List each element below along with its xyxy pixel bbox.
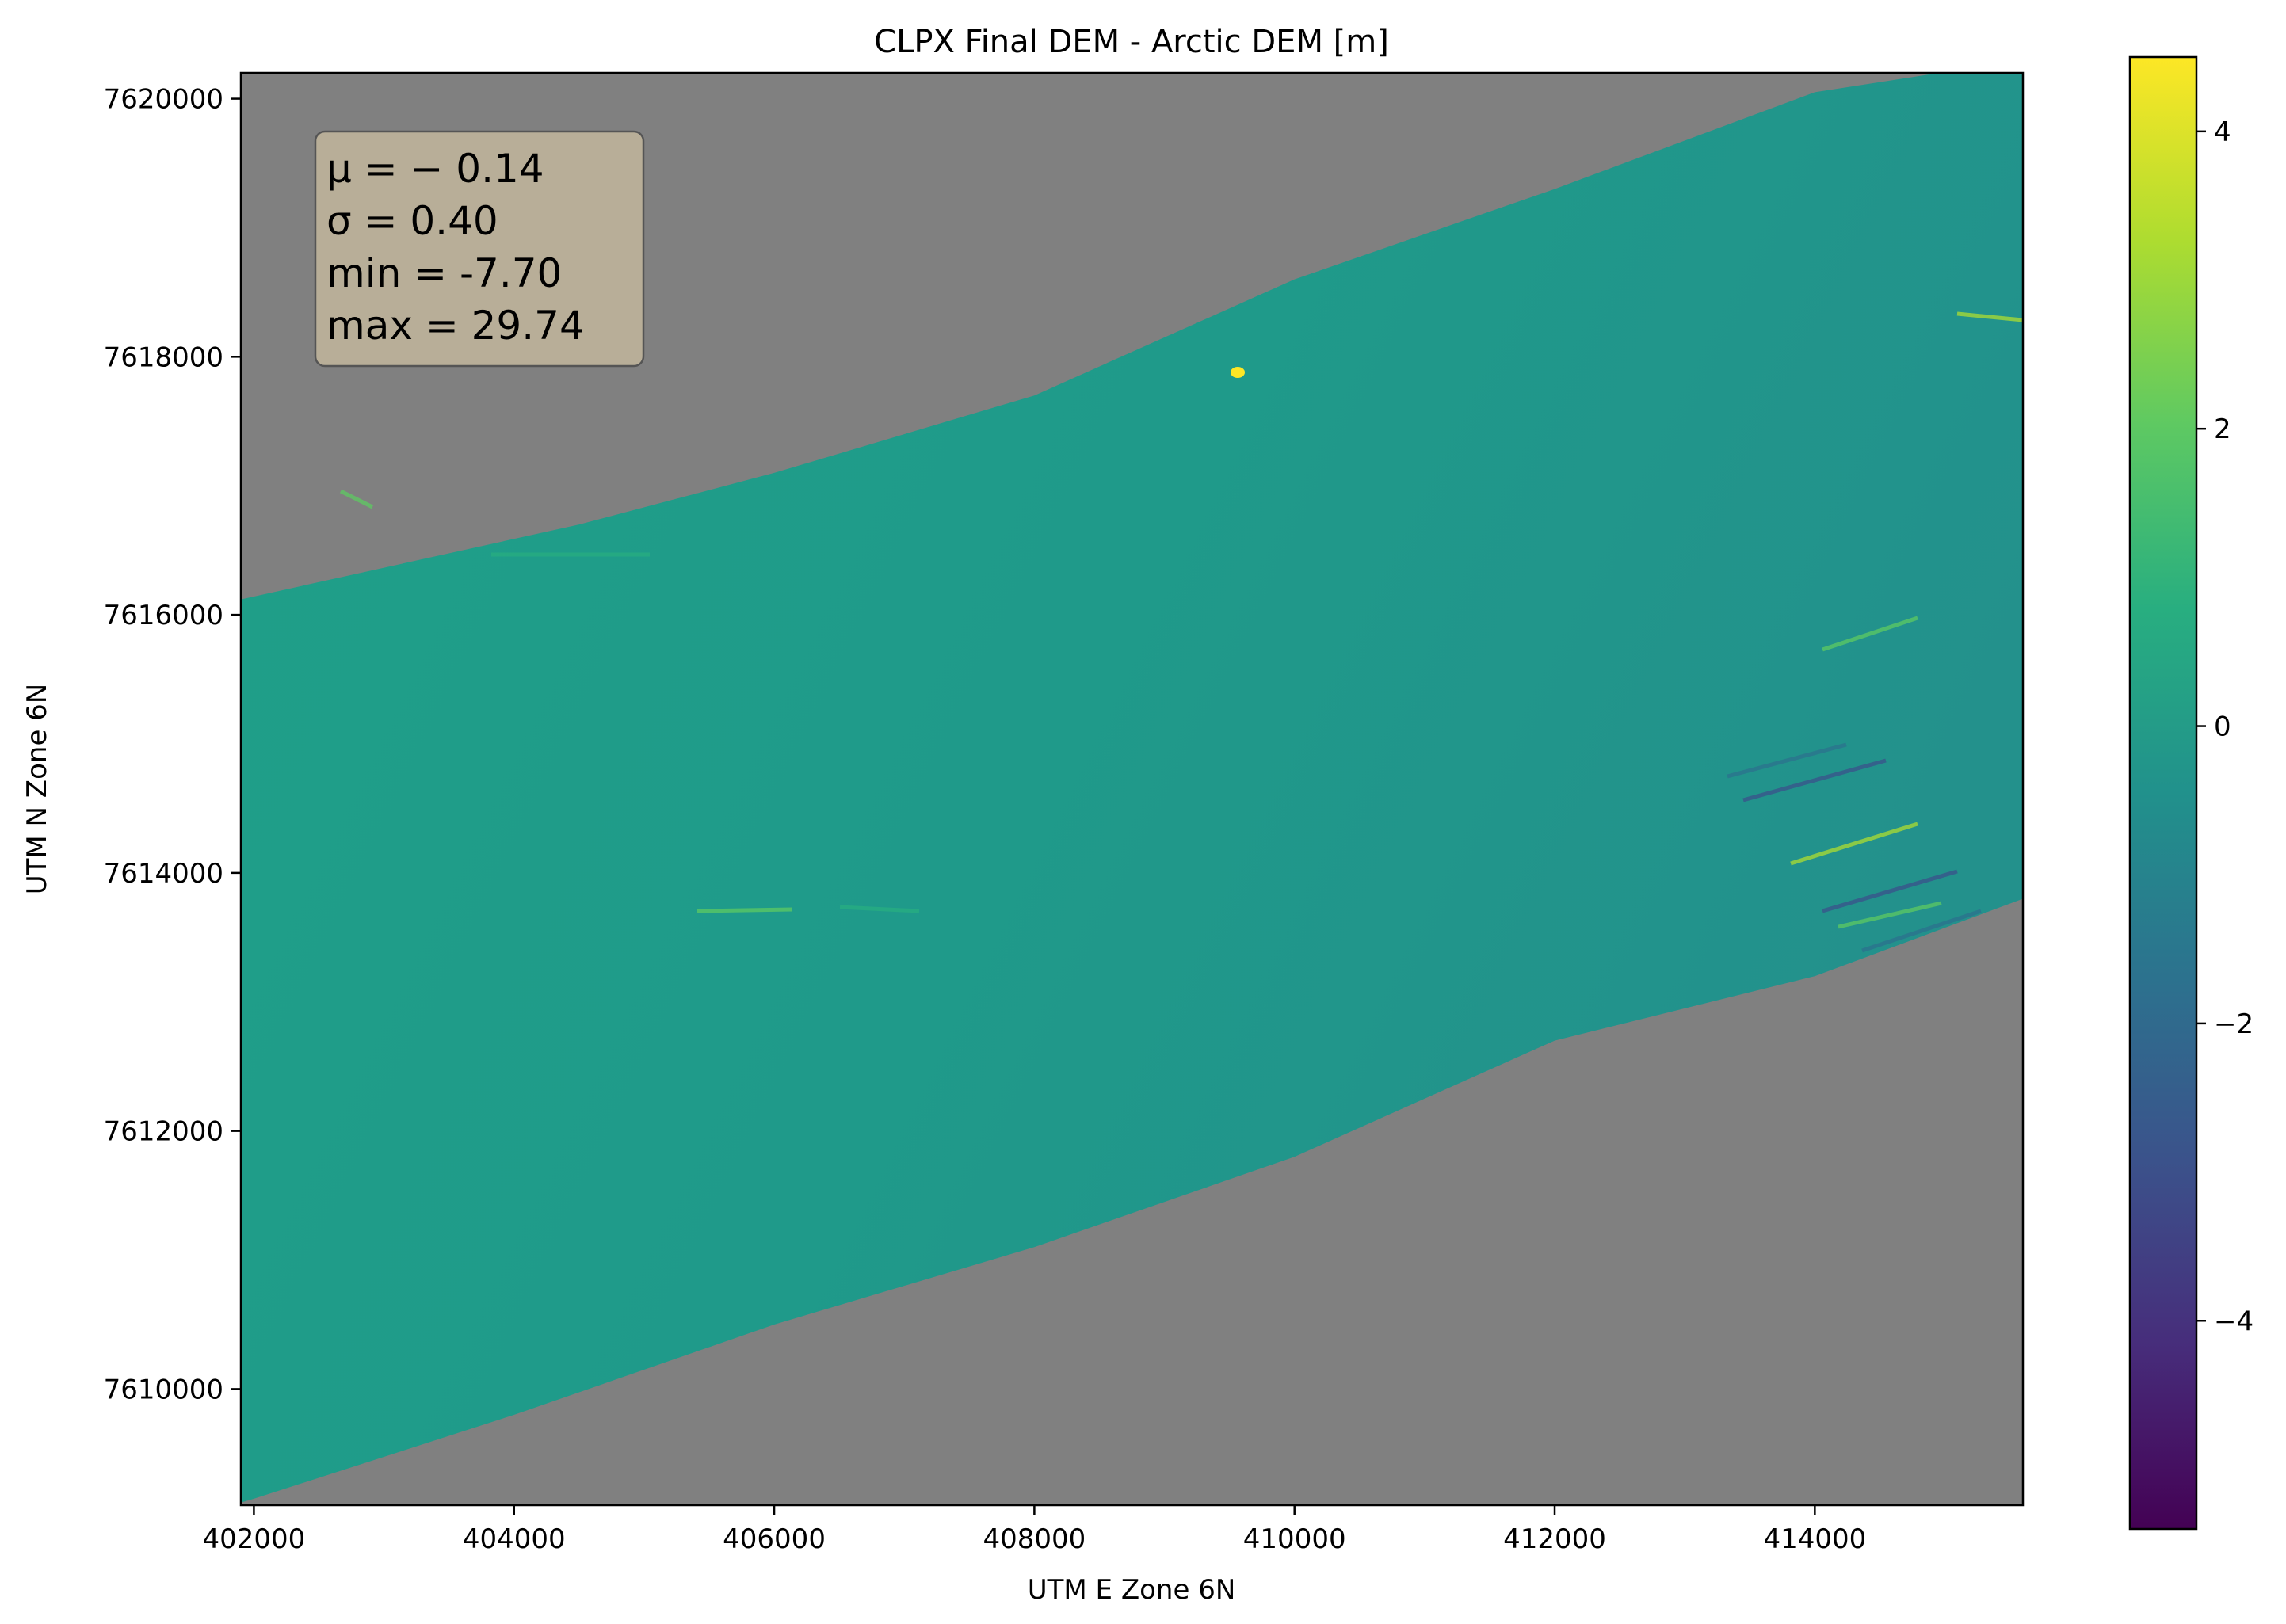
- swath-streak: [1742, 758, 1887, 802]
- x-tick-label: 402000: [203, 1523, 306, 1555]
- colorbar-tick-label: 4: [2214, 116, 2231, 148]
- high-value-spot: [1231, 367, 1245, 378]
- x-tick-label: 414000: [1763, 1523, 1866, 1555]
- y-tick-label: 7614000: [104, 858, 223, 890]
- swath-streak: [339, 489, 374, 509]
- swath-streak: [696, 907, 793, 913]
- x-tick-label: 412000: [1503, 1523, 1606, 1555]
- swath-streak: [1838, 901, 1942, 929]
- y-tick-label: 7616000: [104, 600, 223, 631]
- swath-streak: [1727, 742, 1847, 779]
- x-axis: 402000 404000 406000 408000 410000 412000 4140…: [203, 1505, 1866, 1555]
- colorbar-gradient: [2128, 55, 2198, 1531]
- swath-streak: [1822, 616, 1918, 652]
- stats-max: max = 29.74: [326, 303, 585, 349]
- swath-streak: [1956, 311, 2023, 322]
- y-tick-label: 7620000: [104, 84, 223, 116]
- y-tick-label: 7618000: [104, 341, 223, 373]
- colorbar-tick-label: 0: [2214, 711, 2231, 743]
- x-axis-label: UTM E Zone 6N: [1028, 1574, 1236, 1606]
- colorbar: 4 2 0 −2 −4: [2128, 55, 2254, 1531]
- colorbar-tick-label: 2: [2214, 414, 2231, 445]
- swath-streak: [1822, 869, 1958, 913]
- swath-streak: [1861, 909, 1982, 953]
- swath-streak: [1790, 822, 1918, 866]
- stats-box: μ = − 0.14 σ = 0.40 min = -7.70 max = 29…: [314, 130, 645, 368]
- x-tick-label: 406000: [723, 1523, 826, 1555]
- stats-mean: μ = − 0.14: [326, 146, 544, 192]
- swath-streak: [839, 905, 920, 913]
- colorbar-tick-label: −2: [2214, 1008, 2254, 1040]
- plot-area: [239, 71, 2025, 1507]
- stats-min: min = -7.70: [326, 250, 562, 296]
- swath-texture: [339, 311, 2023, 953]
- dem-difference-swath: [241, 73, 2023, 1503]
- colorbar-ticks: 4 2 0 −2 −4: [2196, 116, 2254, 1337]
- x-tick-label: 404000: [463, 1523, 566, 1555]
- y-axis: 7610000 7612000 7614000 7616000 7618000 76200…: [104, 84, 241, 1405]
- x-tick-label: 410000: [1243, 1523, 1346, 1555]
- x-tick-label: 408000: [983, 1523, 1086, 1555]
- colorbar-tick-label: −4: [2214, 1306, 2254, 1337]
- axes-frame: [239, 71, 2025, 1507]
- stats-sigma: σ = 0.40: [326, 198, 498, 244]
- chart-title: CLPX Final DEM - Arctic DEM [m]: [874, 24, 1389, 60]
- stats-box-background: [314, 130, 645, 368]
- y-tick-label: 7612000: [104, 1116, 223, 1148]
- y-axis-label: UTM N Zone 6N: [21, 684, 53, 894]
- y-tick-label: 7610000: [104, 1374, 223, 1405]
